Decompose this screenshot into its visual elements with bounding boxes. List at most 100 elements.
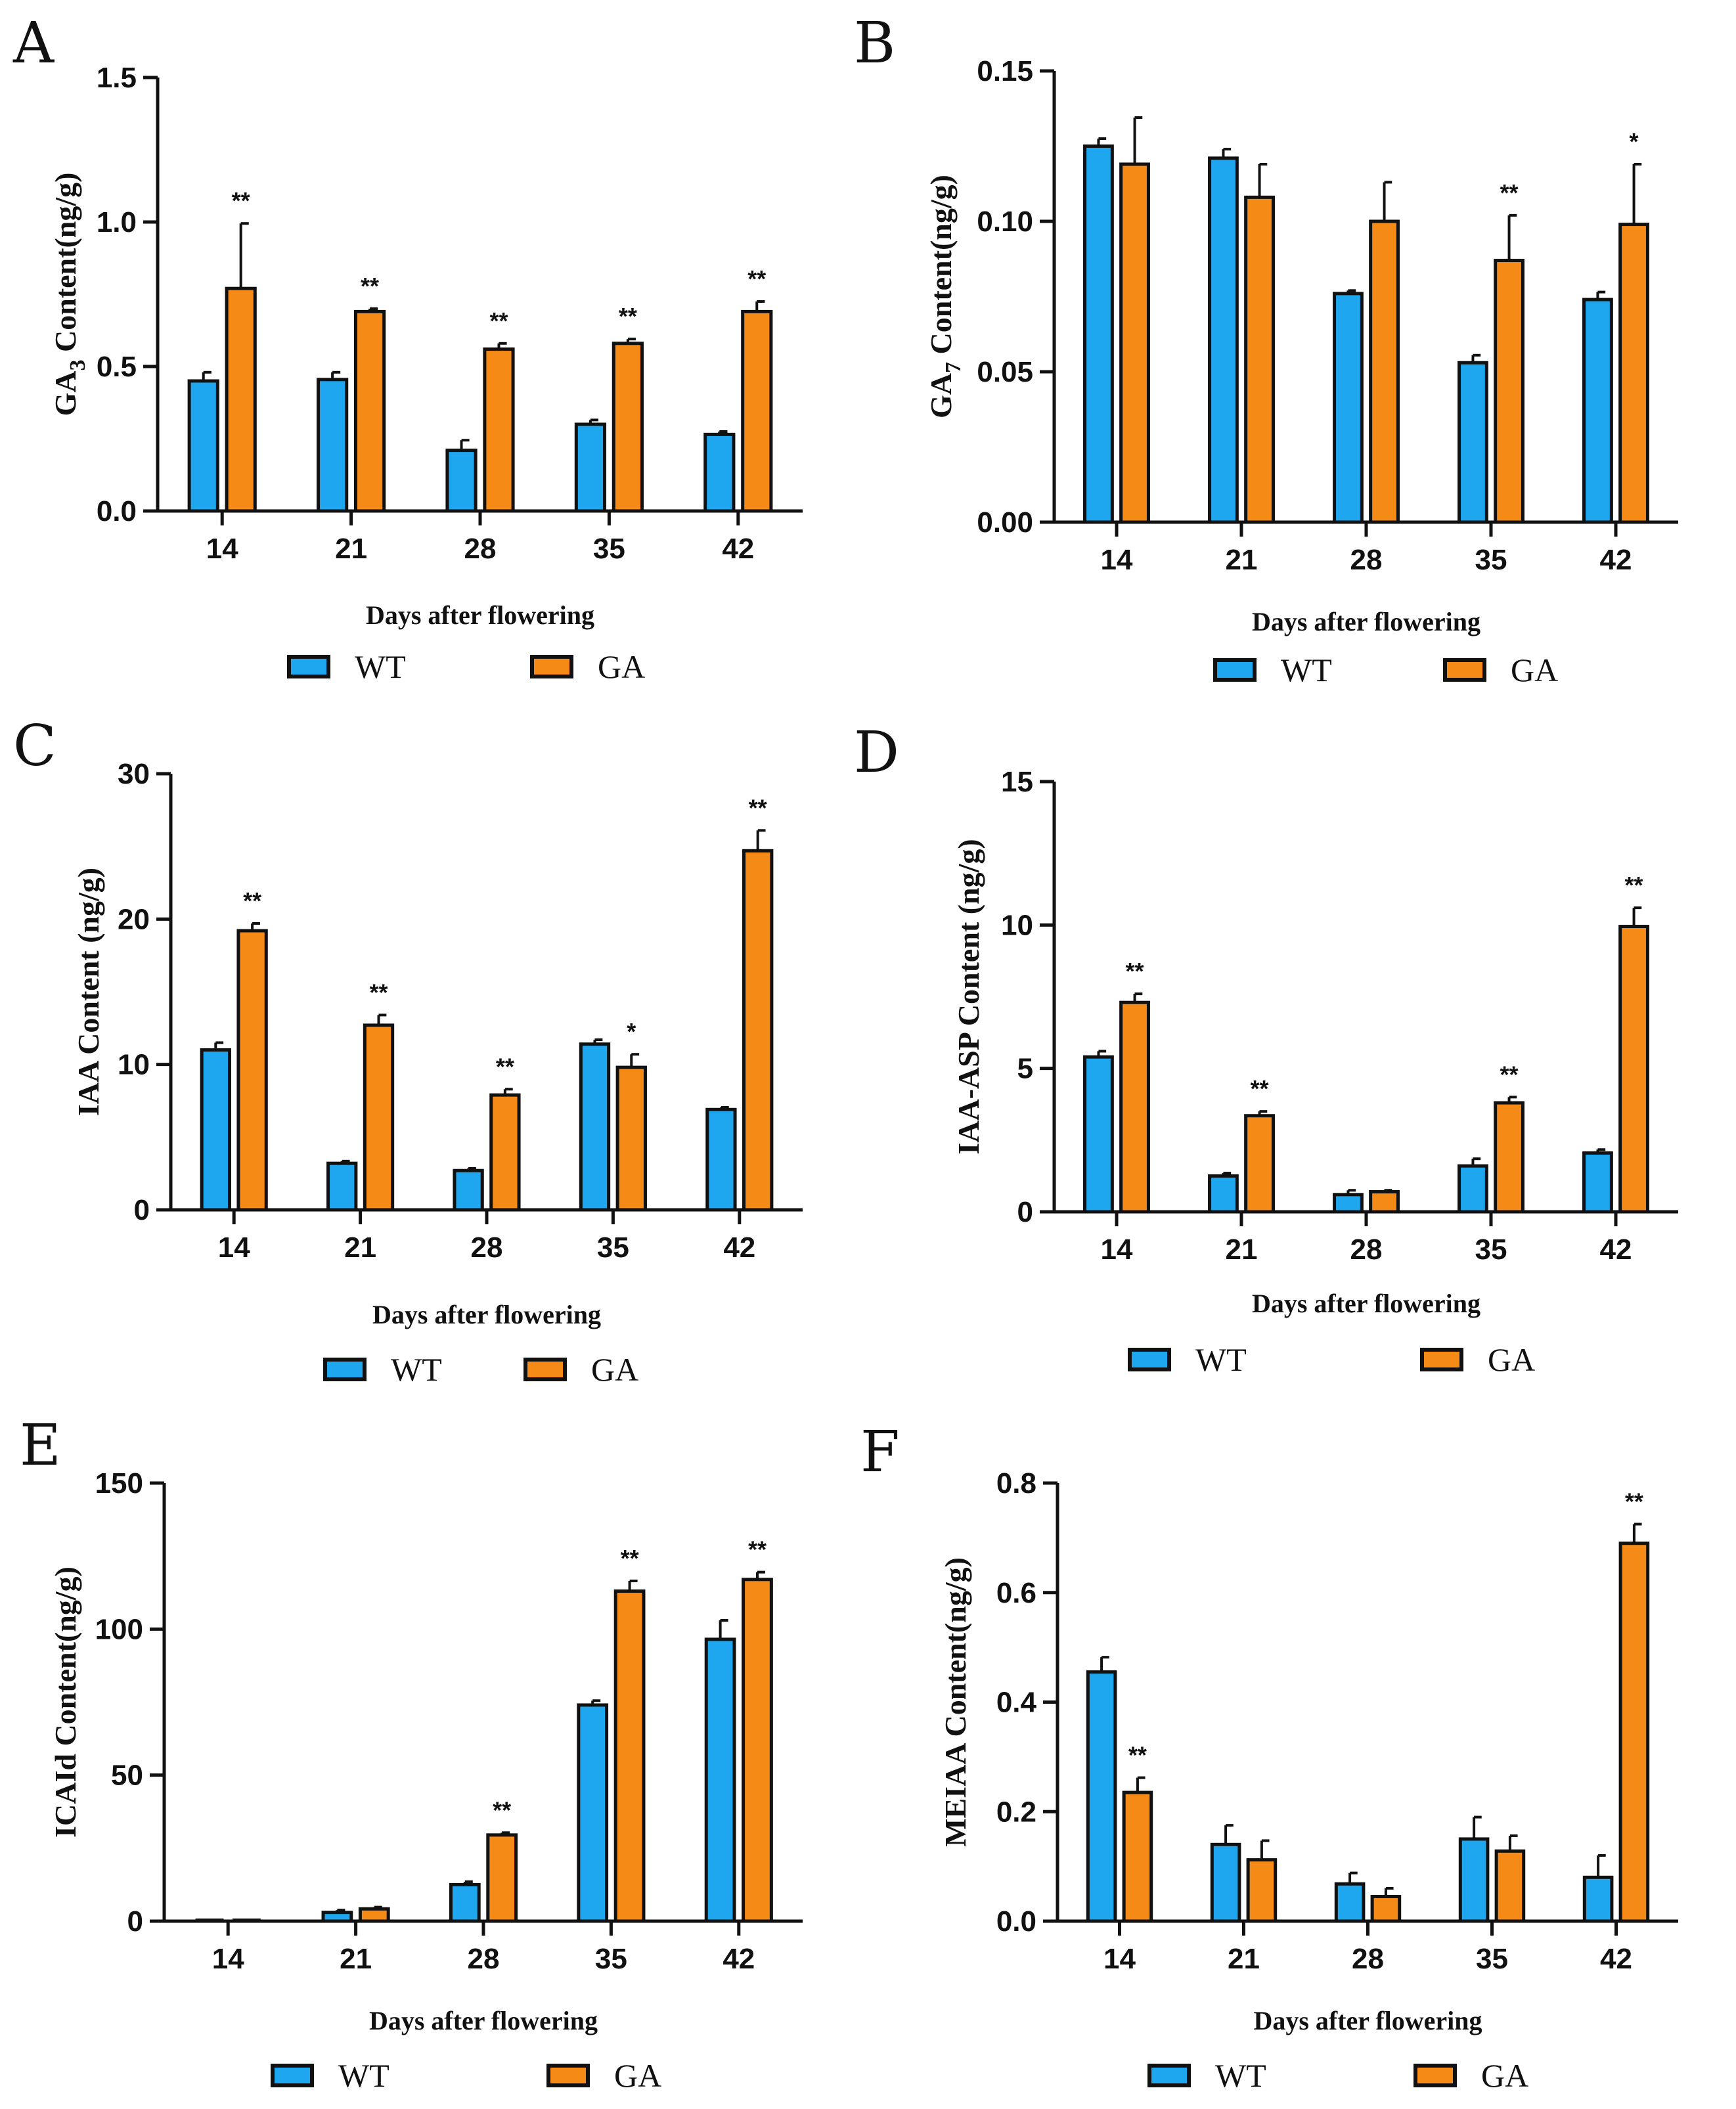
y-tick-label: 0.2 <box>996 1796 1036 1828</box>
bar-ga-35 <box>615 1065 647 1212</box>
panel-letter: C <box>13 713 56 779</box>
bar-wt-42 <box>703 432 736 513</box>
x-tick-label: 42 <box>723 1232 755 1264</box>
x-tick-label: 42 <box>1600 544 1632 576</box>
y-axis-label: IAA Content (ng/g) <box>72 868 105 1116</box>
bar-wt-28 <box>445 449 478 513</box>
y-tick-label: 150 <box>95 1467 143 1499</box>
y-axis-label: IAA-ASP Content (ng/g) <box>952 839 985 1154</box>
bar-ga-14 <box>1122 1790 1153 1923</box>
bar-wt-35 <box>1458 361 1488 524</box>
significance-marker: ** <box>1500 179 1519 206</box>
x-tick-label: 35 <box>1476 1943 1508 1975</box>
significance-marker: * <box>627 1018 636 1045</box>
legend-label-ga: GA <box>598 648 645 685</box>
bar-wt-14 <box>1083 144 1114 524</box>
bar-ga-35 <box>1494 1101 1525 1214</box>
y-tick-label: 0.6 <box>996 1577 1036 1609</box>
bar-ga-42 <box>742 1578 773 1923</box>
bar-wt-21 <box>317 378 349 513</box>
bar-wt-28 <box>1334 1882 1366 1923</box>
bar-wt-21 <box>1208 1174 1239 1214</box>
legend-swatch-wt <box>1128 1348 1171 1371</box>
y-axis-label-rest: Content(ng/g) <box>49 173 82 360</box>
x-tick-label: 28 <box>471 1232 503 1264</box>
legend-label-wt: WT <box>355 648 406 685</box>
x-tick-label: 14 <box>212 1943 244 1975</box>
y-tick-label: 0.15 <box>977 55 1033 87</box>
y-tick-label: 0.4 <box>996 1687 1037 1719</box>
legend-label-wt: WT <box>1195 1341 1247 1378</box>
bar-wt-35 <box>1458 1164 1488 1214</box>
bar-wt-42 <box>1582 1151 1613 1214</box>
legend-swatch-wt <box>287 655 330 678</box>
x-axis-label: Days after flowering <box>366 600 594 630</box>
x-tick-label: 21 <box>1226 544 1258 576</box>
bar-ga-21 <box>363 1023 395 1212</box>
legend-label-wt: WT <box>1281 652 1332 688</box>
bar-ga-21 <box>1246 1858 1278 1923</box>
bar-wt-35 <box>574 422 607 513</box>
x-tick-label: 21 <box>335 533 367 565</box>
x-tick-label: 14 <box>206 533 238 565</box>
significance-marker: ** <box>361 273 379 300</box>
y-axis-label: MEIAA Content(ng/g) <box>939 1557 972 1847</box>
bar-ga-21 <box>1244 195 1275 524</box>
chart-panel-a: A0.00.51.01.514**21**28**35**42**GA3 Con… <box>12 11 803 685</box>
x-tick-label: 42 <box>722 533 754 565</box>
y-tick-label: 1.0 <box>97 206 137 238</box>
x-tick-label: 42 <box>1600 1233 1632 1266</box>
bar-ga-42 <box>741 309 773 513</box>
y-axis-label-main: IAA-ASP Content (ng/g) <box>952 839 985 1154</box>
y-tick-label: 10 <box>118 1049 150 1081</box>
chart-panel-e: E 0 50 100 150 14 21 28 ** 35 ** 42 ** ICAId Content(… <box>20 1413 803 2094</box>
significance-marker: ** <box>747 265 766 292</box>
bar-wt-35 <box>579 1042 611 1212</box>
x-axis-label: Days after flowering <box>1253 2006 1482 2035</box>
bar-ga-14 <box>236 929 268 1212</box>
legend-swatch-ga <box>546 2064 590 2087</box>
y-tick-label: 0.0 <box>996 1905 1036 1938</box>
panel-letter: E <box>20 1413 61 1478</box>
legend-label-ga: GA <box>1481 2057 1528 2094</box>
legend-swatch-wt <box>271 2064 314 2087</box>
chart-panel-d: D 0 5 10 15 14 ** 21 ** 28 35 ** 42 ** IAA-ASP Content… <box>854 720 1678 1378</box>
y-axis-label-subscript: 7 <box>941 362 966 373</box>
bar-ga-35 <box>1494 259 1525 524</box>
x-tick-label: 14 <box>218 1232 250 1264</box>
bar-ga-35 <box>1494 1849 1526 1923</box>
y-axis-label-rest: Content(ng/g) <box>924 175 958 362</box>
y-axis-label: GA7 Content(ng/g) <box>924 175 966 418</box>
bar-ga-28 <box>489 1093 521 1212</box>
y-tick-label: 30 <box>118 758 150 790</box>
significance-marker: ** <box>749 794 767 821</box>
panel-letter: A <box>12 11 55 76</box>
legend-label-wt: WT <box>1215 2057 1266 2094</box>
x-tick-label: 21 <box>340 1943 372 1975</box>
y-tick-label: 0.8 <box>996 1467 1036 1499</box>
bar-wt-21 <box>326 1161 358 1212</box>
bar-wt-28 <box>449 1882 481 1923</box>
x-tick-label: 35 <box>595 1943 627 1975</box>
legend-label-ga: GA <box>1488 1341 1535 1378</box>
y-tick-label: 20 <box>118 903 150 935</box>
bar-ga-35 <box>612 342 644 513</box>
y-tick-label: 5 <box>1017 1053 1033 1085</box>
x-tick-label: 28 <box>1350 1233 1383 1266</box>
significance-marker: ** <box>232 187 250 214</box>
bar-ga-28 <box>1369 1189 1400 1214</box>
y-axis-label-main: IAA Content (ng/g) <box>72 868 105 1116</box>
significance-marker: * <box>1630 128 1639 155</box>
panel-letter: F <box>860 1419 900 1485</box>
y-axis-label: GA3 Content(ng/g) <box>49 173 90 416</box>
legend-swatch-ga <box>1413 2064 1457 2087</box>
x-tick-label: 35 <box>593 533 625 565</box>
bar-wt-21 <box>321 1911 353 1923</box>
bar-wt-28 <box>453 1168 484 1212</box>
bar-wt-14 <box>1083 1055 1114 1214</box>
x-axis-label: Days after flowering <box>1252 607 1480 636</box>
x-tick-label: 28 <box>1352 1943 1384 1975</box>
y-tick-label: 0.00 <box>977 506 1033 539</box>
x-axis-label: Days after flowering <box>372 1300 601 1329</box>
